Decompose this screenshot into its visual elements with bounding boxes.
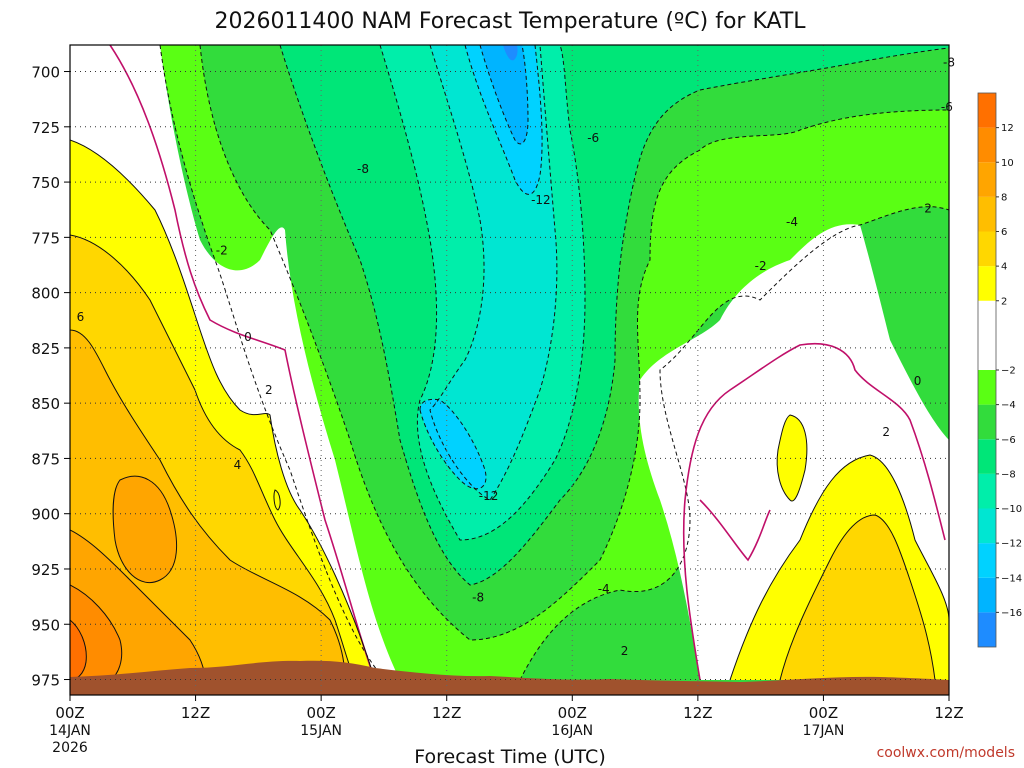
contour-label: -4 [598, 582, 610, 596]
y-tick-label: 975 [31, 672, 60, 690]
colorbar-swatch [978, 231, 996, 267]
contour-labels: -8 -6 -6 -8 -12 2 -4 -2 -2 6 0 0 2 2 4 -12 -4 -8 2 [77, 56, 955, 658]
colorbar-swatch [978, 266, 996, 301]
contour-label: -12 [531, 193, 551, 207]
colorbar-swatch [978, 508, 996, 544]
x-tick-label-time: 12Z [934, 704, 963, 722]
colorbar-label: −16 [1001, 608, 1022, 619]
x-tick-label-date: 17JAN [803, 723, 845, 739]
colorbar-label: −4 [1001, 400, 1016, 411]
x-tick-label-date: 14JAN [49, 723, 91, 739]
contour-label: 2 [265, 383, 273, 397]
contour-label: -6 [587, 131, 599, 145]
contour-label: -2 [755, 259, 767, 273]
colorbar-label: 4 [1001, 262, 1007, 273]
y-tick-label: 850 [31, 395, 60, 413]
temperature-fill [70, 45, 949, 695]
x-tick-label-date: 15JAN [300, 723, 342, 739]
y-tick-label: 825 [31, 340, 60, 358]
contour-label: -6 [941, 100, 953, 114]
x-tick-label-year: 2026 [52, 740, 88, 756]
colorbar-legend: 12 10 8 6 4 2 −2 −4 −6 −8 −10 −12 −14 −16 [977, 92, 1022, 648]
contour-label: -8 [357, 162, 369, 176]
ground-terrain [70, 660, 949, 695]
colorbar-swatch [978, 439, 996, 474]
negative-contours [159, 45, 949, 681]
colorbar-swatch [978, 196, 996, 232]
colorbar-label: −8 [1001, 469, 1016, 480]
region-12-14-west [70, 620, 87, 680]
x-tick-label-time: 00Z [55, 704, 84, 722]
colorbar-swatch [978, 577, 996, 613]
region-minus16-minus14 [480, 45, 528, 144]
contour-label: 6 [77, 310, 85, 324]
colorbar-swatch [978, 300, 996, 370]
y-tick-label: 700 [31, 64, 60, 82]
contour-label: -4 [786, 215, 798, 229]
colorbar-label: −6 [1001, 435, 1016, 446]
colorbar-label: 8 [1001, 192, 1007, 203]
x-tick-label-time: 00Z [306, 704, 335, 722]
chart-title: 2026011400 NAM Forecast Temperature (ºC)… [214, 9, 806, 34]
colorbar-label: 6 [1001, 227, 1007, 238]
y-tick-label: 725 [31, 119, 60, 137]
region-minus18-minus16 [503, 45, 518, 61]
colorbar-label: −10 [1001, 504, 1022, 515]
colorbar-label: −2 [1001, 366, 1016, 377]
x-tick-label-time: 12Z [181, 704, 210, 722]
x-axis-title: Forecast Time (UTC) [414, 746, 605, 768]
y-tick-label: 875 [31, 450, 60, 468]
colorbar-label: 2 [1001, 296, 1007, 307]
y-axis: 700 725 750 775 800 825 850 875 900 925 950 975 [31, 64, 70, 690]
plot-frame [69, 44, 950, 696]
contour-label: 0 [244, 330, 252, 344]
contour-label: 0 [914, 374, 922, 388]
colorbar-swatch [978, 473, 996, 509]
y-tick-label: 775 [31, 229, 60, 247]
colorbar-swatch [978, 370, 996, 405]
x-tick-label-time: 00Z [809, 704, 838, 722]
x-tick-label-time: 12Z [683, 704, 712, 722]
y-tick-label: 750 [31, 174, 60, 192]
contour-label: 2 [882, 425, 890, 439]
colorbar-label: −14 [1001, 573, 1022, 584]
colorbar-swatch [978, 93, 996, 128]
region-4-6-east [780, 515, 935, 680]
colorbar-swatch [978, 127, 996, 163]
colorbar-label: −12 [1001, 539, 1022, 550]
region-2-4-east-isolated [777, 415, 807, 501]
contour-label: -8 [943, 56, 955, 70]
credit-text: coolwx.com/models [877, 745, 1015, 761]
contour-label: -8 [472, 591, 484, 605]
contour-label: 2 [621, 644, 629, 658]
positive-contours [70, 139, 949, 681]
contour-label: 2 [924, 202, 932, 216]
colorbar-label: 12 [1001, 123, 1014, 134]
contour-label: -12 [479, 489, 499, 503]
contour-label: -2 [216, 244, 228, 258]
colorbar-swatch [978, 162, 996, 197]
y-tick-label: 800 [31, 285, 60, 303]
y-tick-label: 950 [31, 616, 60, 634]
x-tick-label-time: 00Z [558, 704, 587, 722]
y-tick-label: 925 [31, 561, 60, 579]
colorbar-swatch [978, 543, 996, 578]
colorbar-swatch [978, 404, 996, 440]
colorbar-swatch [978, 612, 996, 647]
y-tick-label: 900 [31, 506, 60, 524]
colorbar-label: 10 [1001, 158, 1014, 169]
x-tick-label-time: 12Z [432, 704, 461, 722]
contour-label: 4 [234, 458, 242, 472]
zero-contours [109, 45, 946, 681]
region-minus14-minus12-lower [420, 399, 486, 489]
x-tick-label-date: 16JAN [551, 723, 593, 739]
